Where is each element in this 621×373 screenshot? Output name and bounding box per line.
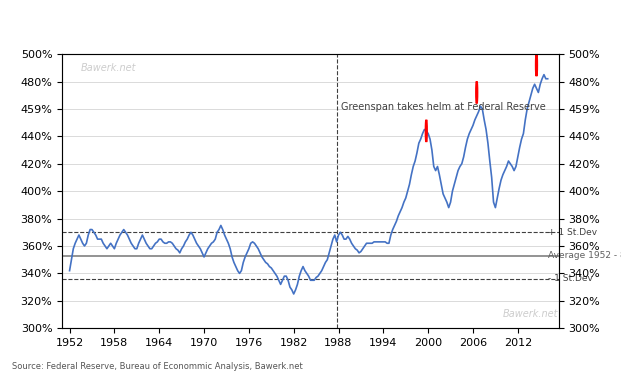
Text: Share of
NGDP: Share of NGDP: [573, 7, 619, 28]
Text: Greenspan takes helm at Federal Reserve: Greenspan takes helm at Federal Reserve: [341, 102, 545, 112]
Text: + 1 St.Dev: + 1 St.Dev: [548, 228, 597, 237]
Text: Bawerk.net: Bawerk.net: [503, 309, 558, 319]
Text: Source: Federal Reserve, Bureau of Econommic Analysis, Bawerk.net: Source: Federal Reserve, Bureau of Econo…: [12, 362, 303, 371]
Text: Bawerk.net: Bawerk.net: [81, 63, 136, 72]
Text: - 1 St.Dev: - 1 St.Dev: [548, 275, 593, 283]
Text: Household Net Worth as Share of NGDP: Household Net Worth as Share of NGDP: [125, 9, 496, 27]
Text: Share of
NGDP: Share of NGDP: [2, 7, 48, 28]
Text: Average 1952 - 87: Average 1952 - 87: [548, 251, 621, 260]
